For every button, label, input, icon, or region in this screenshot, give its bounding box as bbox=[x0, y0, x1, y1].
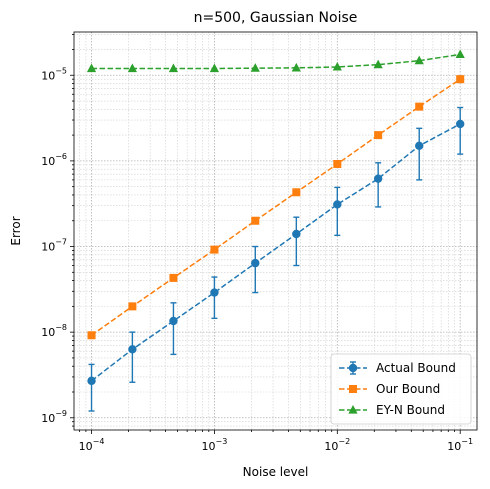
legend-item: EY-N Bound bbox=[339, 403, 445, 417]
data-point bbox=[373, 59, 383, 69]
plot-frame bbox=[73, 31, 478, 431]
x-axis-label: Noise level bbox=[243, 465, 309, 479]
data-point bbox=[373, 174, 383, 183]
data-point bbox=[455, 119, 465, 129]
series-line bbox=[91, 78, 461, 336]
x-tick-label: 10−1 bbox=[447, 437, 473, 453]
legend-label: EY-N Bound bbox=[376, 403, 445, 417]
data-point bbox=[415, 141, 424, 151]
data-point bbox=[251, 258, 260, 268]
y-tick-label: 10−7 bbox=[41, 238, 67, 254]
chart-title: n=500, Gaussian Noise bbox=[194, 10, 358, 26]
legend-marker bbox=[349, 385, 357, 393]
series-line bbox=[91, 53, 461, 70]
data-point bbox=[291, 62, 301, 72]
data-point bbox=[292, 229, 301, 239]
legend: Actual Bound Our Bound EY-N Bound bbox=[330, 353, 472, 425]
data-point bbox=[169, 273, 178, 282]
data-point bbox=[128, 302, 137, 311]
data-point bbox=[456, 75, 465, 84]
data-point bbox=[86, 63, 97, 73]
data-point bbox=[455, 49, 465, 59]
y-tick-label: 10−6 bbox=[41, 152, 67, 168]
x-tick-label: 10−4 bbox=[79, 437, 105, 453]
legend-label: Actual Bound bbox=[376, 361, 456, 375]
data-point bbox=[251, 216, 260, 225]
y-axis-label: Error bbox=[9, 216, 23, 245]
data-point bbox=[168, 63, 179, 73]
legend-label: Our Bound bbox=[376, 382, 440, 396]
data-point bbox=[87, 376, 96, 386]
legend-marker bbox=[348, 363, 358, 373]
data-point bbox=[169, 316, 178, 326]
x-tick-label: 10−3 bbox=[202, 437, 228, 453]
legend-box bbox=[330, 353, 472, 425]
series-our-bound bbox=[87, 75, 465, 340]
data-point bbox=[127, 63, 137, 73]
data-point bbox=[374, 131, 383, 140]
data-point bbox=[333, 159, 342, 168]
legend-marker bbox=[348, 405, 358, 414]
data-point bbox=[87, 331, 96, 340]
data-point bbox=[250, 63, 260, 72]
series-line bbox=[91, 123, 461, 382]
x-tick-label: 10−2 bbox=[324, 437, 350, 453]
legend-item: Actual Bound bbox=[339, 361, 456, 375]
data-point bbox=[209, 63, 220, 73]
data-point bbox=[333, 200, 342, 209]
data-point bbox=[415, 102, 424, 111]
y-tick-label: 10−8 bbox=[41, 323, 67, 339]
data-point bbox=[210, 245, 219, 254]
series-layer bbox=[86, 49, 465, 412]
legend-item: Our Bound bbox=[339, 382, 440, 396]
y-tick-label: 10−5 bbox=[41, 66, 67, 82]
series-ey-n-bound bbox=[86, 49, 465, 73]
y-tick-label: 10−9 bbox=[41, 409, 67, 425]
ticks: 10−4 10−3 10−2 10−1 10−9 10−8 10−7 10−6 10−5 bbox=[41, 34, 473, 453]
data-point bbox=[332, 61, 342, 71]
series-actual-bound bbox=[87, 106, 465, 412]
data-point bbox=[210, 288, 219, 297]
data-point bbox=[128, 345, 137, 354]
data-point bbox=[414, 55, 424, 65]
data-point bbox=[292, 188, 301, 197]
